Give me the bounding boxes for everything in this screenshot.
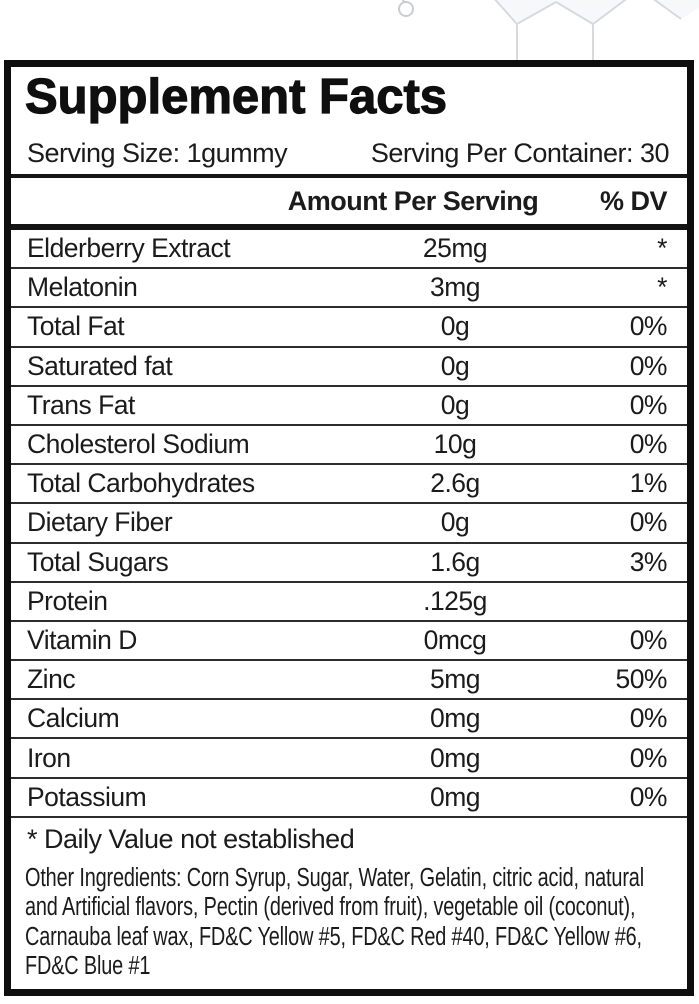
percent-dv-header: % DV [599,185,668,216]
nutrient-amount: 0mg [429,703,481,734]
nutrient-name: Total Fat [27,311,125,342]
nutrient-amount: 25mg [422,233,488,264]
nutrient-amount: 5mg [429,664,481,695]
nutrient-row: Zinc 5mg 50% [11,661,687,701]
nutrient-row: Melatonin 3mg * [11,269,687,309]
nutrient-dv: 50% [615,664,667,695]
nutrient-name: Total Sugars [27,546,169,577]
nutrient-amount: 2.6g [430,468,480,499]
nutrient-row: Dietary Fiber 0g 0% [11,504,687,544]
nutrient-row: Vitamin D 0mcg 0% [11,622,687,662]
serving-info-row: Serving Size: 1gummy Serving Per Contain… [11,129,687,174]
nutrient-dv: 0% [629,311,668,342]
nutrient-amount: 0g [440,507,470,538]
nutrient-name: Saturated fat [27,350,173,381]
nutrient-dv: 0% [629,703,668,734]
nutrient-dv: 0% [629,429,668,460]
nutrient-name: Protein [27,585,108,616]
nutrient-name: Melatonin [27,272,138,303]
nutrient-name: Potassium [27,781,147,812]
nutrient-dv: 0% [629,624,668,655]
nutrient-name: Iron [27,742,71,773]
nutrient-table: Elderberry Extract 25mg * Melatonin 3mg … [11,230,687,818]
nutrient-amount: 0g [440,350,470,381]
nutrient-dv: 0% [629,507,668,538]
nutrient-row: Elderberry Extract 25mg * [11,230,687,270]
nutrient-row: Total Fat 0g 0% [11,308,687,348]
nutrient-row: Iron 0mg 0% [11,739,687,779]
nutrient-row: Total Carbohydrates 2.6g 1% [11,465,687,505]
nutrient-row: Calcium 0mg 0% [11,700,687,740]
nutrient-amount: 1.6g [430,546,480,577]
nutrient-dv: 3% [629,546,668,577]
serving-size-text: Serving Size: 1gummy [27,138,288,168]
nutrient-amount: 0mcg [423,624,487,655]
nutrient-dv: 1% [629,468,668,499]
nutrient-dv: 0% [629,389,668,420]
table-header-row: Amount Per Serving % DV [11,178,687,224]
amount-per-serving-header: Amount Per Serving [287,185,539,216]
other-ingredients-section: Other Ingredients: Corn Syrup, Sugar, Wa… [11,862,687,982]
nutrient-dv: * [657,233,667,264]
panel-title: Supplement Facts [24,69,448,124]
nutrient-name: Trans Fat [27,389,135,420]
molecule-icon [398,0,699,61]
nutrient-dv: * [657,272,667,303]
nutrient-row: Potassium 0mg 0% [11,779,687,818]
nutrient-dv: 0% [629,781,668,812]
nutrient-amount: .125g [423,585,487,616]
nutrient-name: Zinc [27,664,76,695]
nutrient-row: Trans Fat 0g 0% [11,387,687,426]
nutrient-row: Saturated fat 0g 0% [11,348,687,387]
nutrient-row: Protein .125g [11,583,687,622]
nutrient-name: Vitamin D [27,624,137,655]
nutrient-row: Total Sugars 1.6g 3% [11,544,687,583]
nutrient-amount: 0mg [429,742,481,773]
other-ingredients-text: Other Ingredients: Corn Syrup, Sugar, Wa… [25,863,644,981]
nutrient-name: Total Carbohydrates [27,468,255,499]
nutrient-amount: 3mg [429,272,481,303]
daily-value-footnote: * Daily Value not established [27,824,355,855]
nutrient-name: Calcium [27,703,120,734]
nutrient-name: Dietary Fiber [27,507,173,538]
nutrient-name: Cholesterol Sodium [27,429,250,460]
supplement-facts-panel: Supplement Facts Serving Size: 1gummy Se… [4,60,694,996]
nutrient-row: Cholesterol Sodium 10g 0% [11,426,687,466]
divider-thick [11,224,687,230]
nutrient-name: Elderberry Extract [27,233,231,264]
divider-medium [11,174,687,178]
servings-per-container-text: Serving Per Container: 30 [370,138,670,168]
nutrient-amount: 10g [433,429,477,460]
nutrient-amount: 0g [440,389,470,420]
nutrient-dv: 0% [629,742,668,773]
nutrient-amount: 0g [440,311,470,342]
nutrient-dv: 0% [629,350,668,381]
nutrient-amount: 0mg [429,781,481,812]
